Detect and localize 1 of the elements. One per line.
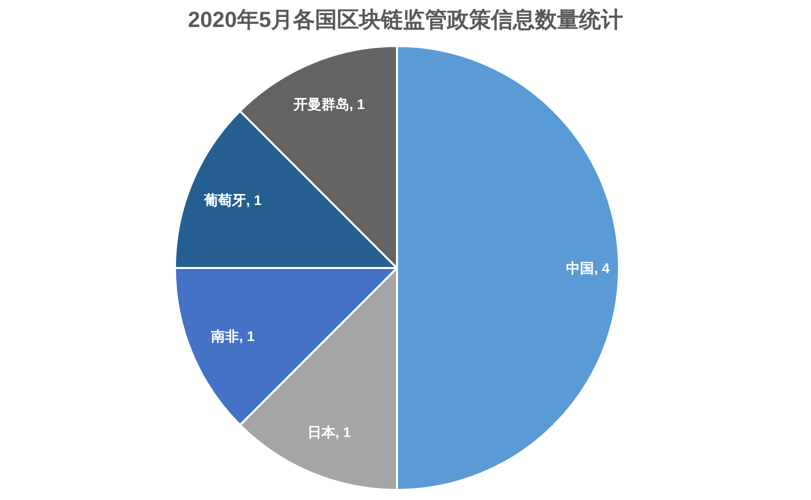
title: 2020年5月各国区块链监管政策信息数量统计 <box>188 7 624 32</box>
